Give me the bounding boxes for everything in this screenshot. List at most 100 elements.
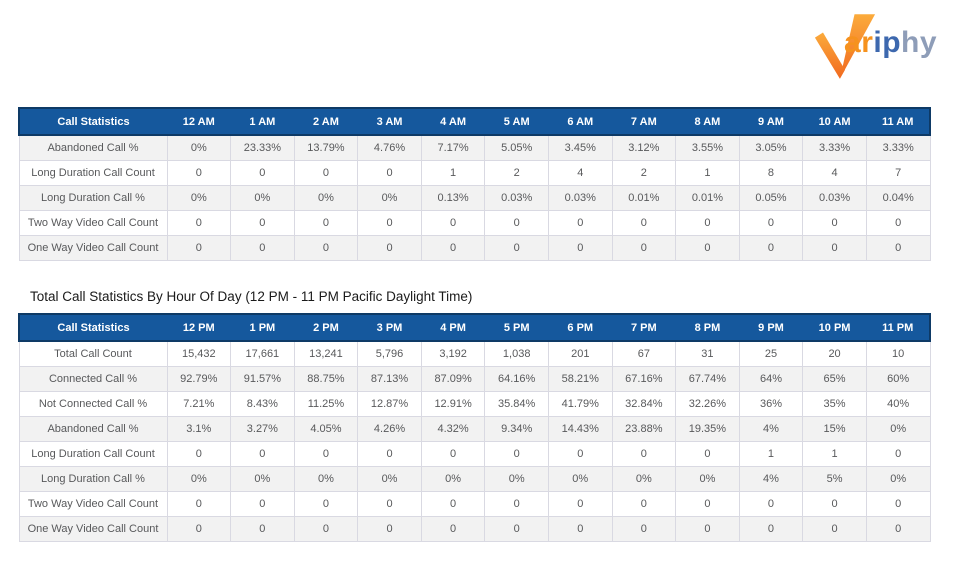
stat-cell: 0 — [802, 516, 867, 542]
stat-cell: 0 — [420, 441, 486, 467]
stat-cell: 12.91% — [420, 391, 486, 417]
stat-cell: 1 — [738, 441, 804, 467]
stat-cell: 0 — [420, 491, 486, 517]
stat-cell: 0 — [293, 160, 359, 186]
stat-cell: 88.75% — [293, 366, 359, 392]
row-label: Connected Call % — [18, 366, 168, 392]
hour-column-header: 8 PM — [675, 313, 740, 342]
stat-cell: 3,192 — [420, 341, 486, 367]
stat-cell: 0% — [420, 466, 486, 492]
hour-column-header: 6 PM — [548, 313, 613, 342]
stat-cell: 0 — [802, 235, 867, 261]
row-label: Abandoned Call % — [18, 135, 168, 161]
stat-cell: 13,241 — [293, 341, 359, 367]
stat-cell: 0 — [675, 210, 740, 236]
row-label: Long Duration Call Count — [18, 441, 168, 467]
stat-cell: 0 — [230, 516, 295, 542]
stat-cell: 201 — [547, 341, 613, 367]
table-row: Long Duration Call Count 0 0 0 0 1 2 4 2 1 8 4 7 — [18, 160, 931, 186]
stat-cell: 5.05% — [484, 135, 549, 161]
stat-cell: 3.33% — [802, 135, 867, 161]
stat-cell: 2 — [611, 160, 677, 186]
stat-cell: 0.01% — [675, 185, 740, 211]
stat-cell: 0.04% — [865, 185, 931, 211]
stat-cell: 0 — [166, 210, 232, 236]
row-label: One Way Video Call Count — [18, 235, 168, 261]
hour-column-header: 9 AM — [739, 107, 803, 136]
stat-cell: 0 — [611, 210, 677, 236]
hour-column-header: 5 AM — [484, 107, 549, 136]
stat-cell: 0 — [547, 491, 613, 517]
stat-cell: 67.74% — [675, 366, 740, 392]
stat-cell: 41.79% — [547, 391, 613, 417]
stat-cell: 14.43% — [547, 416, 613, 442]
logo-letter: p — [882, 26, 902, 59]
stat-cell: 0% — [166, 185, 232, 211]
stat-cell: 0 — [357, 160, 422, 186]
logo-letter: a — [844, 26, 862, 59]
logo-wordmark: ariphy — [844, 28, 937, 58]
stat-cell: 0 — [166, 235, 232, 261]
hour-column-header: 7 AM — [612, 107, 676, 136]
stat-cell: 35.84% — [484, 391, 549, 417]
stat-cell: 0 — [484, 491, 549, 517]
row-label: Long Duration Call Count — [18, 160, 168, 186]
stat-cell: 0 — [611, 516, 677, 542]
hour-column-header: 11 AM — [866, 107, 931, 136]
stat-cell: 0 — [738, 491, 804, 517]
stat-cell: 5,796 — [357, 341, 422, 367]
stat-cell: 0.03% — [802, 185, 867, 211]
stat-cell: 0 — [230, 441, 295, 467]
hour-column-header: 10 AM — [802, 107, 867, 136]
stat-cell: 8 — [738, 160, 804, 186]
stat-cell: 1 — [420, 160, 486, 186]
stat-cell: 0 — [357, 491, 422, 517]
stat-cell: 0 — [675, 491, 740, 517]
stat-cell: 4% — [738, 416, 804, 442]
row-label: Not Connected Call % — [18, 391, 168, 417]
stat-cell: 65% — [802, 366, 867, 392]
table-row: One Way Video Call Count 0 0 0 0 0 0 0 0 0 0 0 0 — [18, 235, 931, 261]
stat-cell: 0 — [738, 235, 804, 261]
stat-cell: 3.33% — [865, 135, 931, 161]
stat-name-column-header: Call Statistics — [18, 107, 167, 136]
stat-cell: 3.1% — [166, 416, 232, 442]
stat-cell: 67.16% — [611, 366, 677, 392]
stat-cell: 0 — [547, 210, 613, 236]
stat-cell: 0% — [293, 185, 359, 211]
stat-cell: 25 — [738, 341, 804, 367]
stat-cell: 0 — [484, 441, 549, 467]
stat-cell: 13.79% — [293, 135, 359, 161]
hour-column-header: 12 PM — [167, 313, 231, 342]
stat-cell: 0 — [293, 491, 359, 517]
stat-cell: 1 — [675, 160, 740, 186]
stat-cell: 0 — [293, 516, 359, 542]
hour-column-header: 7 PM — [612, 313, 676, 342]
stat-cell: 0% — [166, 466, 232, 492]
stat-cell: 0% — [611, 466, 677, 492]
table-row: Total Call Count 15,432 17,661 13,241 5,796 3… — [18, 341, 931, 367]
hour-column-header: 12 AM — [167, 107, 231, 136]
stat-cell: 0 — [484, 516, 549, 542]
pm-section-title: Total Call Statistics By Hour Of Day (12… — [30, 289, 473, 304]
stat-cell: 0% — [675, 466, 740, 492]
stat-cell: 0 — [738, 210, 804, 236]
stat-cell: 0 — [547, 441, 613, 467]
stat-cell: 4.05% — [293, 416, 359, 442]
stat-cell: 0 — [738, 516, 804, 542]
pm-call-statistics-table: Call Statistics 12 PM 1 PM 2 PM 3 PM 4 PM 5 PM… — [18, 313, 931, 542]
row-label: Long Duration Call % — [18, 185, 168, 211]
logo-letter: y — [919, 26, 938, 59]
stat-cell: 0% — [865, 466, 931, 492]
row-label: Two Way Video Call Count — [18, 491, 168, 517]
stat-cell: 19.35% — [675, 416, 740, 442]
stat-cell: 0 — [357, 235, 422, 261]
stat-cell: 32.84% — [611, 391, 677, 417]
stat-cell: 0 — [166, 491, 232, 517]
stat-cell: 7 — [865, 160, 931, 186]
stat-cell: 0% — [865, 416, 931, 442]
am-header-row: Call Statistics 12 AM 1 AM 2 AM 3 AM 4 AM 5 AM… — [18, 107, 931, 136]
stat-cell: 9.34% — [484, 416, 549, 442]
stat-cell: 0 — [230, 210, 295, 236]
